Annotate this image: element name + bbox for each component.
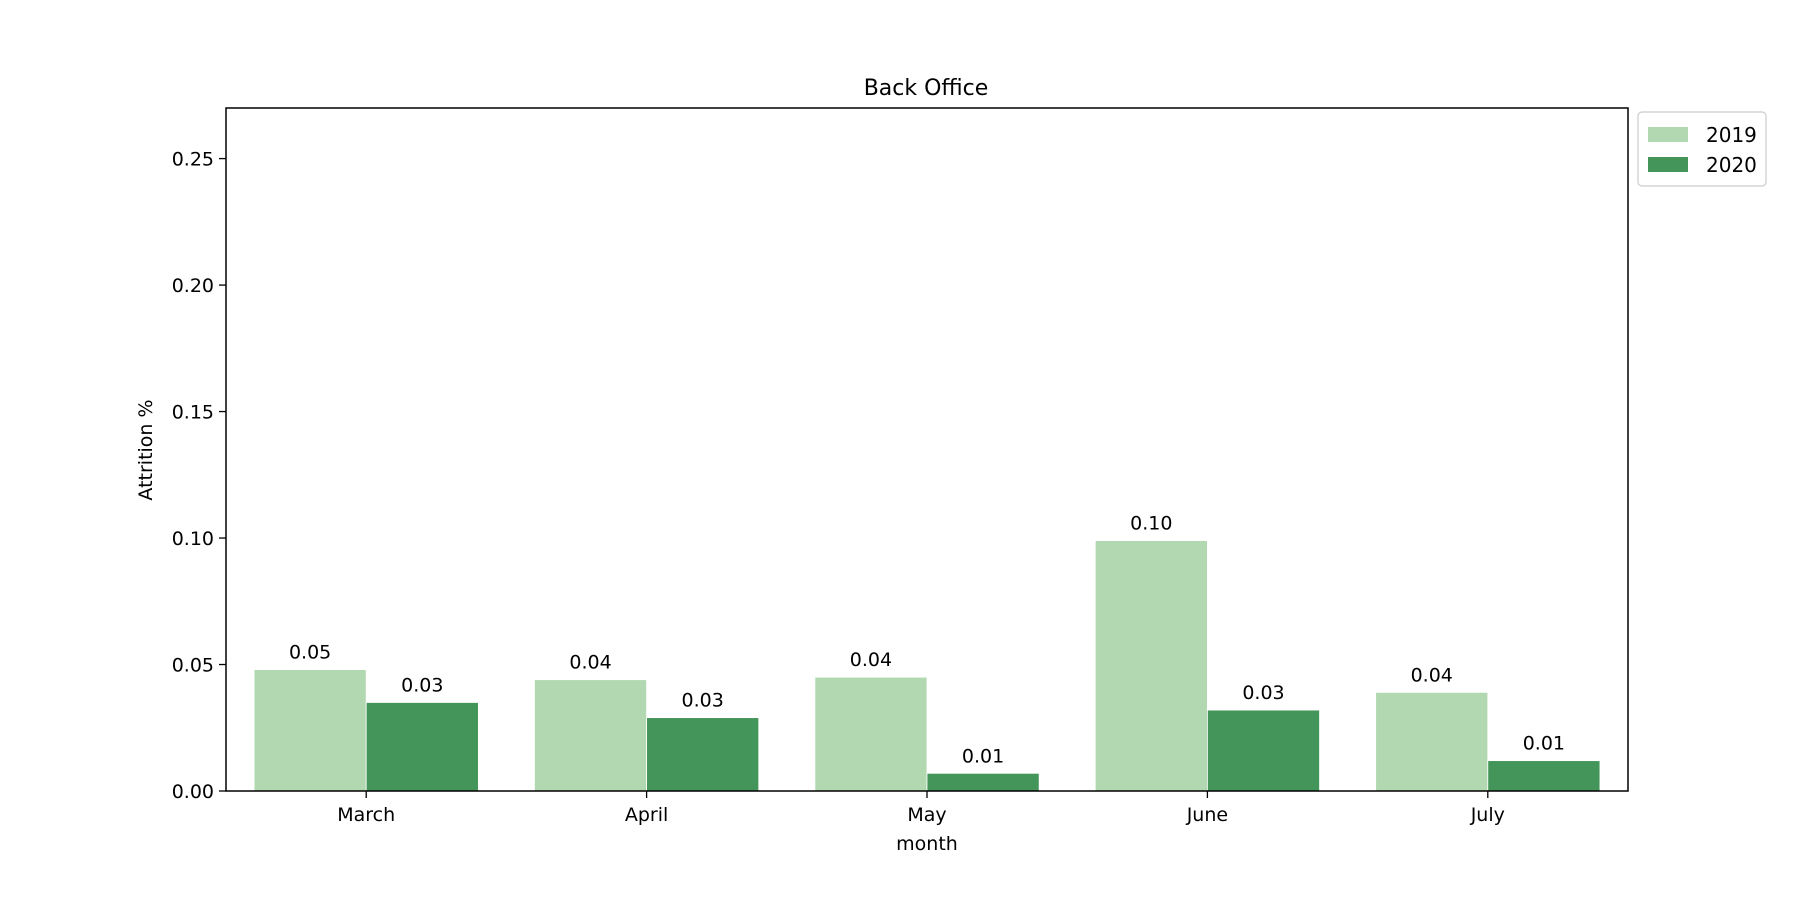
legend-label-2019: 2019 (1706, 123, 1757, 147)
bar-2019-may (814, 676, 928, 792)
x-tick-label: July (1470, 804, 1505, 826)
x-tick-label: June (1186, 804, 1228, 826)
x-axis: March April May June July (337, 791, 1505, 826)
plot-frame (225, 107, 1629, 792)
chart-title: Back Office (864, 76, 989, 101)
bar-2019-june (1094, 540, 1208, 792)
bar-2020-may (926, 772, 1040, 792)
data-label: 0.10 (1130, 513, 1172, 535)
y-axis: 0.00 0.05 0.10 0.15 0.20 0.25 (172, 149, 226, 803)
y-tick-label: 0.10 (172, 528, 214, 550)
x-tick-label: May (907, 804, 946, 826)
legend: 2019 2020 (1637, 111, 1767, 187)
data-label: 0.01 (962, 745, 1004, 767)
data-label: 0.03 (682, 690, 724, 712)
data-label: 0.04 (569, 652, 611, 674)
legend-swatch-2020 (1648, 157, 1688, 172)
data-label: 0.04 (1411, 664, 1453, 686)
y-tick-label: 0.00 (172, 781, 214, 803)
bar-2019-july (1375, 691, 1489, 792)
data-label: 0.01 (1523, 733, 1565, 755)
data-label: 0.03 (401, 674, 443, 696)
data-label: 0.04 (850, 649, 892, 671)
legend-swatch-2019 (1648, 127, 1688, 142)
bar-2020-june (1207, 709, 1320, 792)
y-tick-label: 0.20 (172, 275, 214, 297)
data-label: 0.03 (1242, 682, 1284, 704)
bar-2019-april (534, 679, 648, 792)
y-tick-label: 0.15 (172, 402, 214, 424)
x-tick-label: April (625, 804, 668, 826)
bar-2020-march (365, 702, 479, 792)
y-tick-label: 0.05 (172, 655, 214, 677)
bar-2020-july (1487, 760, 1601, 792)
x-axis-label: month (896, 833, 958, 855)
bar-2019-march (253, 669, 367, 792)
bar-2020-april (646, 717, 760, 792)
y-tick-label: 0.25 (172, 149, 214, 171)
data-label: 0.05 (289, 642, 331, 664)
x-tick-label: March (337, 804, 395, 826)
legend-label-2020: 2020 (1706, 153, 1757, 177)
bars-layer: 0.05 0.03 0.04 0.03 0.04 0.01 0.10 0.03 0.04 0.01 (253, 513, 1601, 792)
y-axis-label: Attrition % (135, 399, 157, 500)
